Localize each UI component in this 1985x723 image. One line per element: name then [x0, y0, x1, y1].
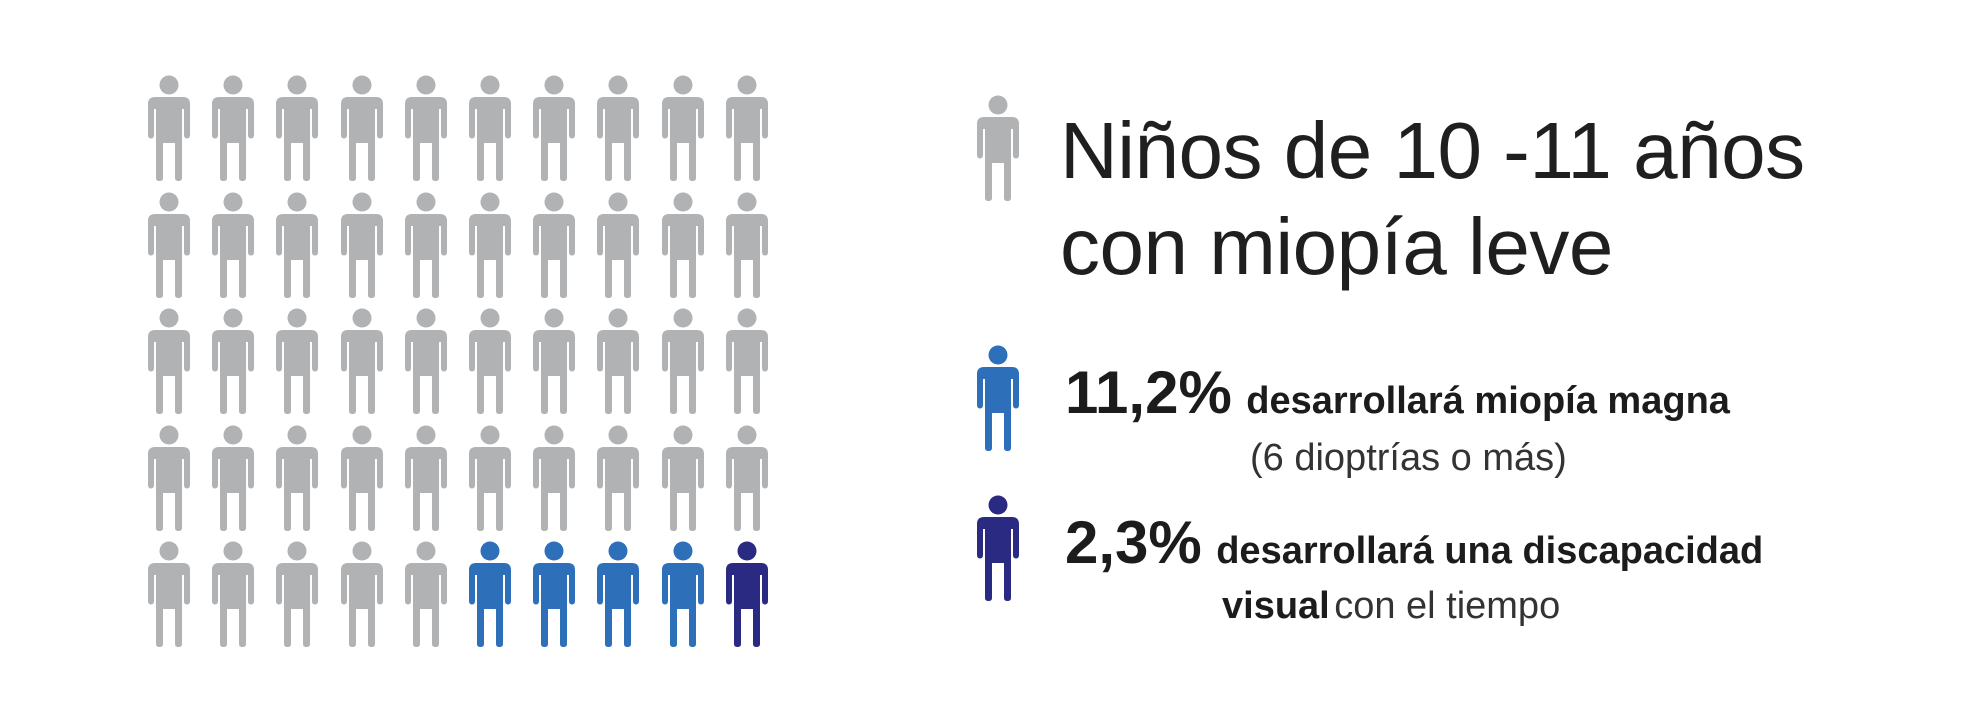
stat-high-myopia-subtext: (6 dioptrías o más) [1250, 437, 1567, 479]
stat-high-myopia-percent: 11,2% [1065, 359, 1232, 426]
legend-title-line-2: con miopía leve [1060, 202, 1613, 291]
person-icon-gray [274, 75, 320, 181]
person-icon-gray [724, 425, 770, 531]
person-icon-blue [531, 541, 577, 647]
person-icon-gray [403, 425, 449, 531]
person-icon-gray [339, 308, 385, 414]
person-icon-gray [339, 425, 385, 531]
person-icon-gray [660, 192, 706, 298]
person-icon-gray [210, 192, 256, 298]
person-icon-gray [531, 192, 577, 298]
person-icon-gray [403, 75, 449, 181]
person-icon-gray [403, 192, 449, 298]
person-icon-gray [146, 308, 192, 414]
person-icon-gray [403, 541, 449, 647]
person-icon-blue [595, 541, 641, 647]
person-icon-gray [274, 541, 320, 647]
person-icon-gray [146, 541, 192, 647]
person-icon-gray [146, 192, 192, 298]
legend-person-icon-navy [975, 495, 1021, 601]
pictogram-grid [146, 75, 776, 655]
person-icon-gray [724, 308, 770, 414]
person-icon-gray [467, 425, 513, 531]
stat-high-myopia-text: desarrollará miopía magna [1246, 380, 1730, 422]
stat-visual-disability-text: desarrollará una discapacidad [1216, 530, 1764, 572]
person-icon-gray [595, 425, 641, 531]
person-icon-blue [660, 541, 706, 647]
person-icon-gray [146, 425, 192, 531]
person-icon-gray [274, 192, 320, 298]
person-icon-gray [210, 541, 256, 647]
person-icon-gray [660, 75, 706, 181]
person-icon-gray [210, 75, 256, 181]
stat-high-myopia: 11,2% desarrollará miopía magna [1065, 358, 1730, 427]
person-icon-gray [210, 308, 256, 414]
person-icon-gray [339, 192, 385, 298]
person-icon-gray [660, 425, 706, 531]
legend-person-icon-gray [975, 95, 1021, 201]
person-icon-gray [467, 308, 513, 414]
person-icon-gray [595, 192, 641, 298]
stat-visual-disability: 2,3% desarrollará una discapacidad [1065, 508, 1763, 577]
person-icon-gray [660, 308, 706, 414]
person-icon-gray [467, 75, 513, 181]
person-icon-gray [595, 308, 641, 414]
stat-visual-disability-line-2: visual con el tiempo [1222, 585, 1560, 628]
person-icon-gray [339, 541, 385, 647]
person-icon-gray [274, 308, 320, 414]
person-icon-gray [403, 308, 449, 414]
stat-visual-disability-percent: 2,3% [1065, 509, 1202, 576]
person-icon-navy [724, 541, 770, 647]
person-icon-gray [724, 75, 770, 181]
legend-person-icon-blue [975, 345, 1021, 451]
person-icon-blue [467, 541, 513, 647]
person-icon-gray [595, 75, 641, 181]
person-icon-gray [724, 192, 770, 298]
person-icon-gray [274, 425, 320, 531]
person-icon-gray [210, 425, 256, 531]
legend-title-line-1: Niños de 10 -11 años [1060, 106, 1805, 195]
person-icon-gray [531, 425, 577, 531]
person-icon-gray [531, 308, 577, 414]
person-icon-gray [531, 75, 577, 181]
person-icon-gray [146, 75, 192, 181]
legend-title: Niños de 10 -11 años con miopía leve [1060, 103, 1805, 295]
stat-visual-disability-light: con el tiempo [1334, 585, 1561, 627]
person-icon-gray [339, 75, 385, 181]
person-icon-gray [467, 192, 513, 298]
stat-visual-disability-bold: visual [1222, 585, 1330, 627]
